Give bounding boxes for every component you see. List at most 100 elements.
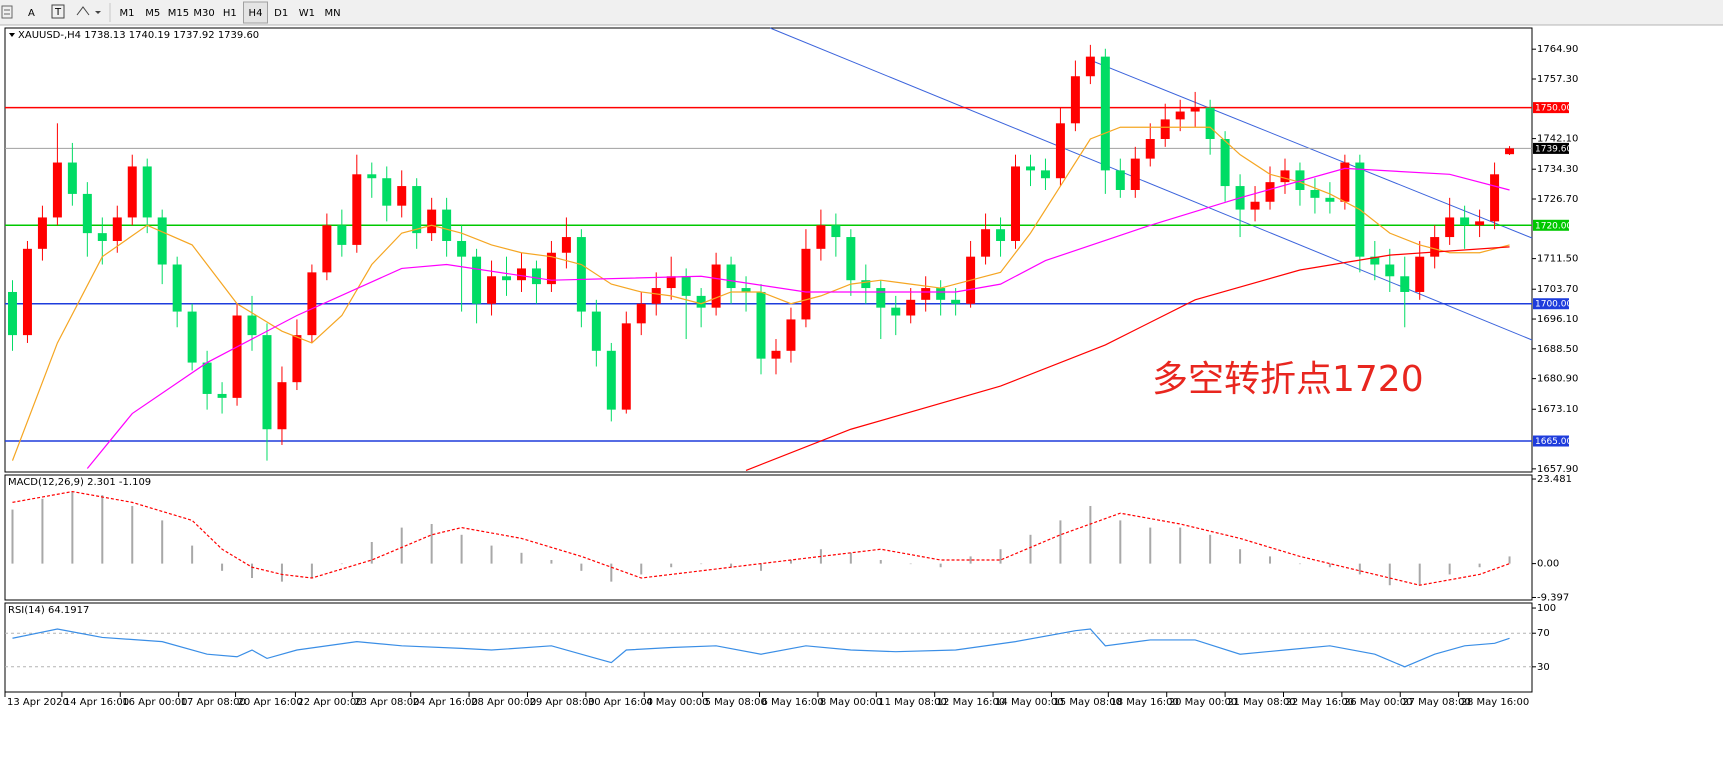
- candle-body: [771, 350, 781, 359]
- histogram-bar: [1059, 520, 1062, 564]
- candle-body: [1025, 166, 1035, 171]
- candle-body: [22, 248, 32, 336]
- level-label: 1739.60: [1533, 142, 1572, 154]
- histogram-bar: [730, 563, 733, 568]
- candle-body: [981, 229, 991, 257]
- indicator-line: [745, 246, 1510, 471]
- font-button[interactable]: A: [28, 8, 35, 19]
- candle-body: [1145, 139, 1155, 159]
- level-label: 1700.00: [1533, 298, 1572, 310]
- candle-body: [1205, 107, 1215, 139]
- candle-body: [277, 382, 287, 430]
- histogram-bar: [1298, 563, 1301, 565]
- timeframe-button[interactable]: H1: [223, 8, 237, 19]
- candle-body: [502, 276, 512, 281]
- histogram-bar: [1119, 520, 1122, 564]
- shapes-tool[interactable]: [76, 6, 101, 16]
- candle-body: [382, 178, 392, 206]
- candle-body: [52, 162, 62, 218]
- timeframe-button[interactable]: MN: [325, 8, 341, 19]
- level-label-bg: [1533, 219, 1569, 231]
- menu-icon[interactable]: [1, 5, 13, 19]
- text-tool[interactable]: T: [51, 4, 65, 19]
- annotation: 多空转折点1720: [1152, 359, 1424, 400]
- y-tick-label: 1742.10: [1537, 134, 1578, 145]
- histogram-bar: [999, 549, 1002, 564]
- x-tick-label: 27 May 08:00: [1402, 697, 1471, 708]
- timeframe-button[interactable]: M5: [145, 8, 160, 19]
- x-tick-label: 6 May 16:00: [762, 697, 824, 708]
- candle-body: [1400, 276, 1410, 292]
- candle-body: [831, 225, 841, 238]
- indicator-line: [11, 126, 1510, 461]
- indicator-line: [86, 167, 1510, 469]
- histogram-bar: [1508, 556, 1511, 564]
- x-tick-label: 23 Apr 08:00: [354, 697, 419, 708]
- histogram-bar: [1388, 563, 1391, 586]
- candle-body: [1490, 174, 1500, 222]
- histogram-bar: [131, 505, 134, 564]
- level-label: 1665.00: [1533, 435, 1572, 447]
- histogram-bar: [430, 523, 433, 564]
- candle-body: [262, 335, 272, 430]
- histogram-bar: [640, 563, 643, 575]
- candle-body: [112, 217, 122, 241]
- histogram-bar: [879, 560, 882, 564]
- histogram-bar: [700, 563, 703, 565]
- timeframe-button[interactable]: W1: [299, 8, 315, 19]
- candle-body: [876, 288, 886, 308]
- histogram-bar: [1478, 563, 1481, 568]
- histogram-bar: [1328, 563, 1331, 568]
- candle-body: [457, 240, 467, 257]
- indicator-line: [12, 490, 1510, 586]
- candle-body: [1055, 123, 1065, 179]
- candle-body: [996, 229, 1006, 241]
- chart-area: [4, 27, 1533, 693]
- histogram-bar: [251, 563, 254, 579]
- candle-body: [1070, 76, 1080, 124]
- y-tick-label: 1757.30: [1537, 74, 1578, 85]
- candle-body: [322, 225, 332, 273]
- candle-body: [442, 209, 452, 241]
- x-tick-label: 24 Apr 16:00: [413, 697, 478, 708]
- timeframe-button[interactable]: M1: [120, 8, 135, 19]
- y-tick-label: 1711.50: [1537, 254, 1578, 265]
- candle-body: [1385, 264, 1395, 277]
- x-tick-label: 5 May 08:00: [705, 697, 767, 708]
- candle-body: [247, 315, 257, 336]
- trend-line: [1089, 59, 1533, 239]
- candle-body: [861, 280, 871, 289]
- candle-body: [1040, 170, 1050, 179]
- x-tick-label: 20 May 00:00: [1169, 697, 1238, 708]
- histogram-bar: [1418, 563, 1421, 586]
- candle-body: [67, 162, 77, 194]
- candle-body: [397, 186, 407, 206]
- histogram-bar: [221, 563, 224, 571]
- candle-body: [1460, 217, 1470, 226]
- y-tick-label: 1688.50: [1537, 344, 1578, 355]
- y-tick-label: -9.397: [1537, 592, 1569, 603]
- y-tick-label: 1657.90: [1537, 464, 1578, 475]
- timeframe-button[interactable]: D1: [274, 8, 288, 19]
- histogram-bar: [1448, 563, 1451, 575]
- histogram-bar: [550, 560, 553, 564]
- panel-title: RSI(14) 64.1917: [8, 605, 89, 616]
- timeframe-button[interactable]: M15: [168, 8, 189, 19]
- candle-body: [921, 288, 931, 300]
- histogram-bar: [1149, 527, 1152, 564]
- candle-body: [232, 315, 242, 398]
- candle-body: [157, 217, 167, 265]
- candle-body: [1475, 221, 1485, 226]
- histogram-bar: [670, 563, 673, 568]
- timeframe-button[interactable]: M30: [193, 8, 214, 19]
- candle-body: [846, 237, 856, 281]
- candle-body: [1295, 170, 1305, 190]
- collapse-arrow: [9, 33, 15, 37]
- candle-body: [606, 350, 616, 410]
- timeframe-button[interactable]: H4: [249, 8, 263, 19]
- candle-body: [187, 311, 197, 363]
- x-tick-label: 14 May 00:00: [995, 697, 1064, 708]
- candle-body: [1130, 158, 1140, 190]
- x-tick-label: 18 May 16:00: [1110, 697, 1179, 708]
- candle-body: [1011, 166, 1021, 241]
